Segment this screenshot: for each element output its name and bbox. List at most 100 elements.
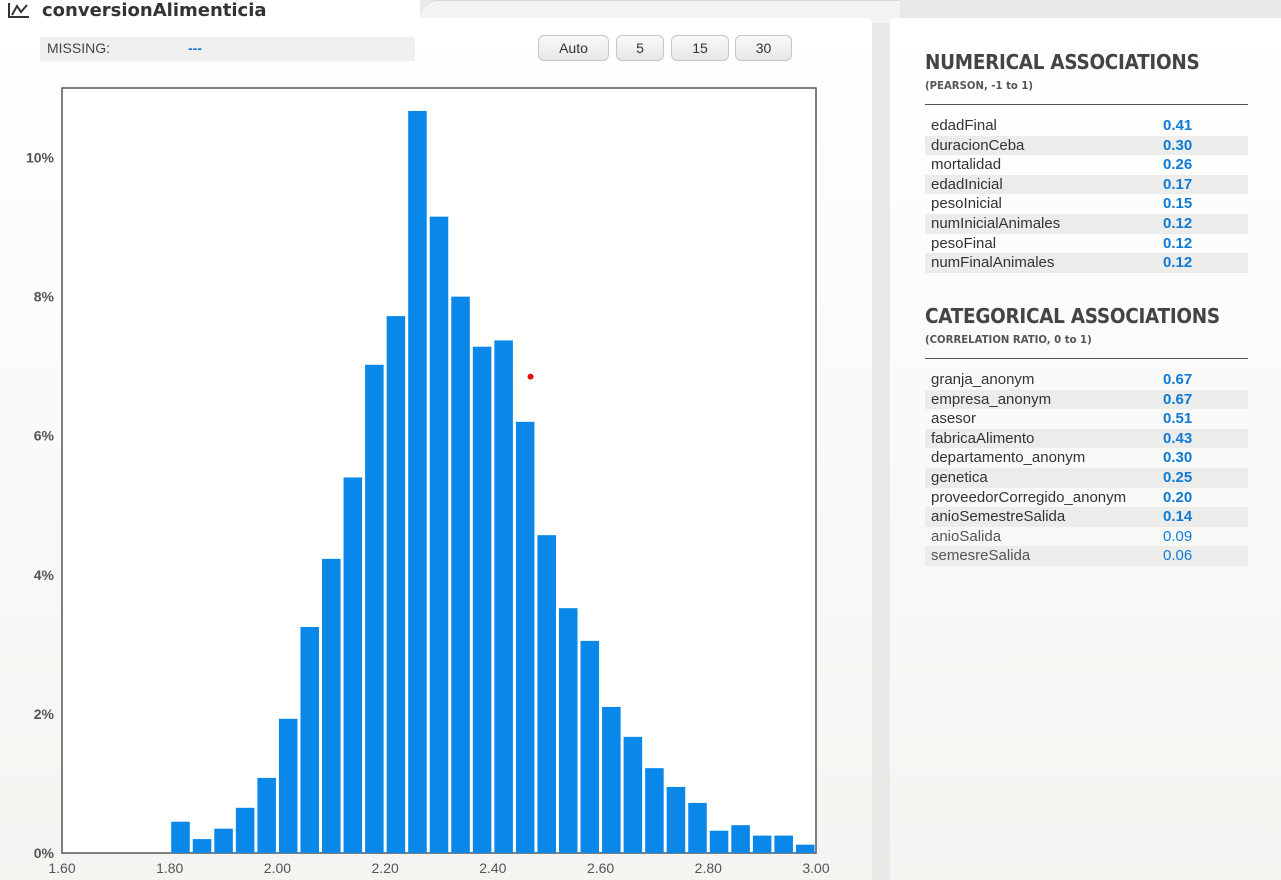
categorical-association-name: asesor: [931, 410, 977, 428]
histogram-chart: 0% 2% 4% 6% 8% 10% 1.60 1.80 2.00 2.20 2.40 2.60 2.…: [26, 87, 830, 876]
bin-30-button[interactable]: 30: [735, 35, 792, 61]
histogram-bar: [171, 821, 190, 853]
variable-title: conversionAlimenticia: [42, 0, 267, 21]
bin-15-button[interactable]: 15: [671, 35, 729, 61]
numerical-association-row[interactable]: pesoInicial 0.15: [925, 194, 1248, 214]
categorical-association-value: 0.06: [1163, 547, 1193, 565]
histogram-bar: [343, 477, 363, 853]
numerical-association-name: edadFinal: [931, 117, 997, 134]
categorical-association-name: empresa_anonym: [931, 390, 1052, 408]
numerical-association-name: numFinalAnimales: [931, 254, 1055, 272]
histogram-bar: [278, 718, 298, 853]
categorical-association-name: departamento_anonym: [931, 449, 1086, 467]
chart-icon: [8, 3, 29, 18]
categorical-association-row[interactable]: genetica 0.25: [925, 467, 1248, 488]
x-tick-label: 2.20: [372, 860, 399, 876]
categorical-association-row[interactable]: granja_anonym 0.67: [925, 370, 1248, 390]
categorical-association-value: 0.14: [1163, 508, 1193, 526]
categorical-association-value: 0.09: [1163, 527, 1193, 545]
categorical-association-name: anioSemestreSalida: [931, 508, 1066, 526]
categorical-association-value: 0.67: [1163, 390, 1193, 408]
numerical-association-value: 0.12: [1163, 214, 1193, 232]
histogram-bar: [386, 316, 406, 853]
histogram-bar: [688, 802, 707, 853]
histogram-bar: [472, 346, 492, 853]
numerical-association-row[interactable]: numFinalAnimales 0.12: [925, 253, 1248, 273]
numerical-divider: [925, 104, 1248, 105]
histogram-bar: [645, 768, 664, 853]
x-tick-label: 2.80: [695, 860, 722, 876]
bin-auto-button[interactable]: Auto: [538, 35, 609, 61]
y-tick-label: 8%: [34, 289, 55, 305]
numerical-association-value: 0.30: [1163, 136, 1193, 154]
histogram-bar: [774, 835, 793, 853]
numerical-subtitle: (PEARSON, -1 to 1): [925, 79, 1034, 92]
numerical-association-name: mortalidad: [931, 156, 1002, 174]
numerical-association-row[interactable]: mortalidad 0.26: [925, 155, 1248, 175]
categorical-association-name: semesreSalida: [931, 547, 1031, 565]
histogram-bar: [623, 736, 643, 853]
histogram-bar: [235, 807, 255, 853]
y-tick-label: 0%: [34, 845, 55, 861]
categorical-association-row[interactable]: asesor 0.51: [925, 409, 1248, 429]
categorical-association-row[interactable]: semesreSalida 0.06: [925, 546, 1248, 566]
histogram-bar: [429, 216, 449, 854]
numerical-association-name: pesoFinal: [931, 234, 997, 252]
numerical-association-row[interactable]: edadInicial 0.17: [925, 174, 1248, 195]
categorical-association-row[interactable]: empresa_anonym 0.67: [925, 389, 1248, 410]
categorical-association-row[interactable]: fabricaAlimento 0.43: [925, 428, 1248, 449]
categorical-association-row[interactable]: anioSalida 0.09: [925, 527, 1248, 547]
histogram-bar: [515, 421, 535, 853]
y-tick-label: 4%: [34, 567, 55, 583]
numerical-association-name: edadInicial: [931, 175, 1003, 193]
categorical-association-name: genetica: [931, 468, 988, 486]
histogram-bar: [257, 777, 276, 853]
numerical-association-name: numInicialAnimales: [931, 214, 1061, 232]
histogram-bar: [365, 364, 384, 853]
histogram-bar: [537, 535, 556, 853]
categorical-divider: [925, 358, 1248, 359]
histogram-bar: [451, 296, 470, 853]
missing-label: MISSING:: [47, 40, 111, 56]
numerical-association-value: 0.12: [1163, 254, 1193, 272]
categorical-association-name: anioSalida: [931, 527, 1002, 545]
categorical-association-value: 0.67: [1163, 371, 1193, 388]
categorical-title: CATEGORICAL ASSOCIATIONS: [925, 304, 1220, 328]
numerical-association-value: 0.12: [1163, 234, 1193, 252]
histogram-bar: [322, 558, 341, 853]
categorical-list: granja_anonym 0.67 empresa_anonym 0.67 aseso…: [925, 370, 1248, 566]
numerical-association-name: pesoInicial: [931, 195, 1002, 213]
x-tick-label: 2.00: [264, 860, 291, 876]
numerical-list: edadFinal 0.41 duracionCeba 0.30 mortalidad 0…: [925, 116, 1248, 273]
variable-header: conversionAlimenticia: [0, 0, 420, 22]
histogram-bar: [494, 340, 513, 853]
x-tick-label: 1.80: [156, 860, 183, 876]
histogram-bar: [666, 786, 686, 853]
categorical-association-name: proveedorCorregido_anonym: [931, 488, 1127, 506]
histogram-bar: [408, 110, 427, 853]
categorical-association-row[interactable]: anioSemestreSalida 0.14: [925, 507, 1248, 527]
x-tick-label: 2.40: [479, 860, 506, 876]
histogram-bar: [580, 640, 600, 853]
x-tick-label: 2.60: [587, 860, 614, 876]
categorical-association-value: 0.20: [1163, 488, 1193, 506]
cursor-marker: [527, 373, 534, 380]
histogram-bar: [731, 825, 750, 853]
categorical-association-row[interactable]: proveedorCorregido_anonym 0.20: [925, 488, 1248, 508]
missing-value: ---: [188, 40, 202, 56]
bin-5-button[interactable]: 5: [616, 35, 664, 61]
numerical-association-row[interactable]: duracionCeba 0.30: [925, 135, 1248, 156]
numerical-title: NUMERICAL ASSOCIATIONS: [925, 50, 1200, 74]
numerical-association-row[interactable]: pesoFinal 0.12: [925, 234, 1248, 254]
numerical-association-value: 0.41: [1163, 117, 1193, 134]
numerical-association-row[interactable]: edadFinal 0.41: [925, 116, 1248, 136]
histogram-bar: [795, 844, 815, 853]
histogram-bar: [752, 835, 772, 853]
numerical-association-row[interactable]: numInicialAnimales 0.12: [925, 213, 1248, 234]
categorical-association-row[interactable]: departamento_anonym 0.30: [925, 448, 1248, 468]
numerical-association-name: duracionCeba: [931, 136, 1025, 154]
x-tick-label: 1.60: [48, 860, 75, 876]
categorical-association-value: 0.43: [1163, 429, 1193, 447]
histogram-bar: [558, 608, 578, 853]
categorical-association-value: 0.30: [1163, 449, 1193, 467]
